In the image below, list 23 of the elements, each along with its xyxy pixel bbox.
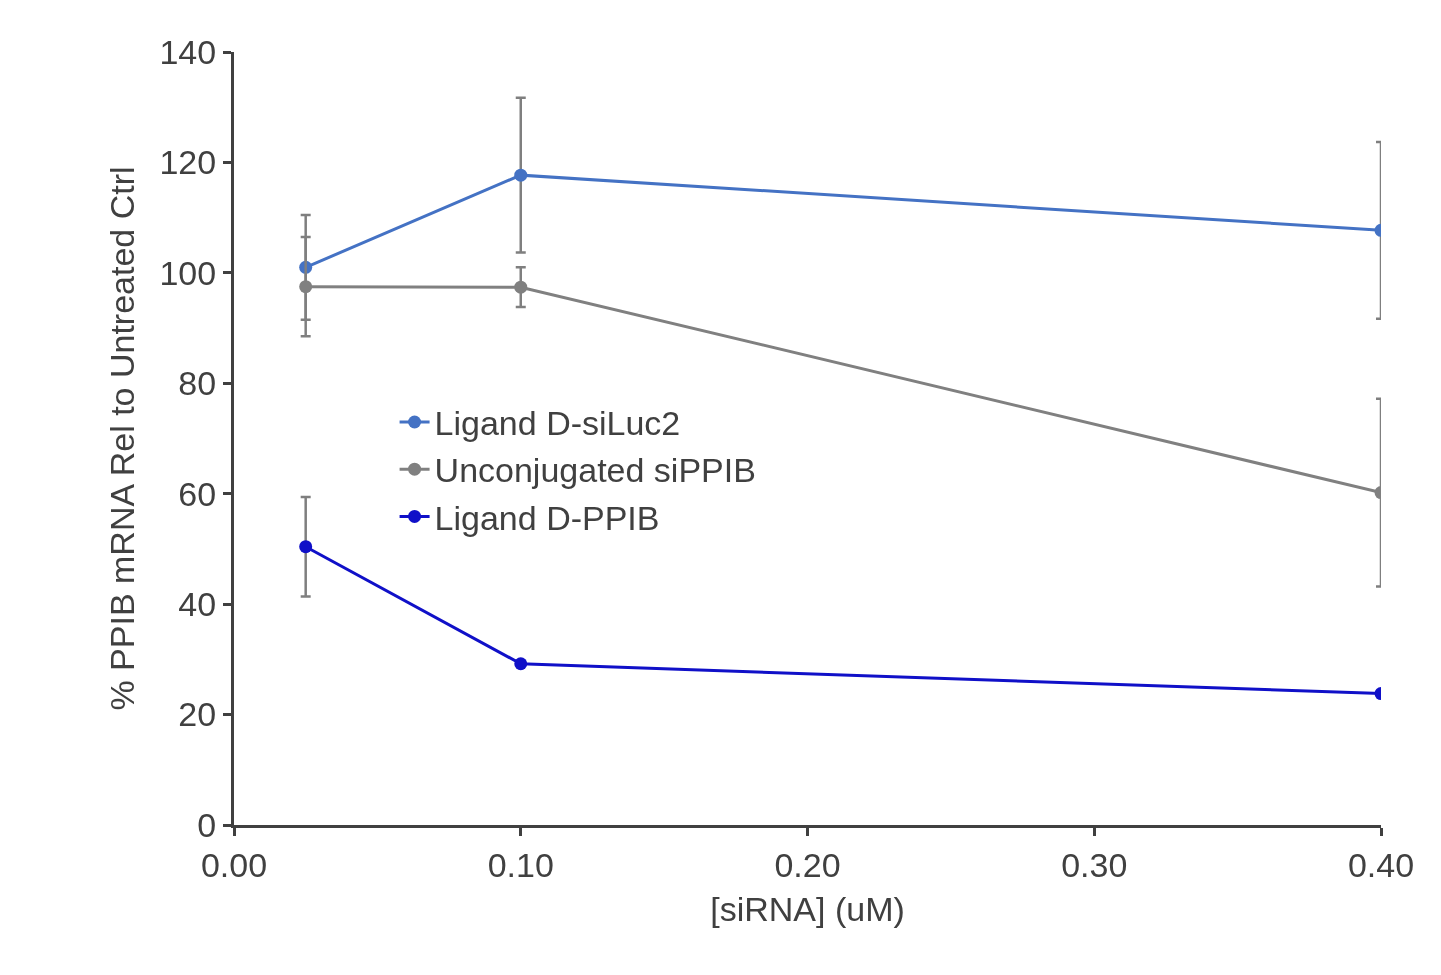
- x-tick-label: 0.00: [200, 845, 268, 884]
- point: [514, 168, 528, 182]
- legend-label: Ligand D-PPIB: [434, 498, 660, 537]
- y-tick-label: 40: [178, 585, 217, 624]
- y-tick-label: 0: [197, 805, 217, 844]
- y-tick-label: 80: [178, 364, 217, 403]
- point: [514, 280, 528, 294]
- point: [299, 540, 313, 554]
- x-tick-label: 0.20: [774, 845, 841, 884]
- y-tick-label: 20: [178, 695, 217, 734]
- point: [514, 657, 528, 671]
- y-axis-title: % PPIB mRNA Rel to Untreated Ctrl: [103, 166, 142, 711]
- x-tick-label: 0.30: [1061, 845, 1128, 884]
- y-tick-label: 140: [159, 32, 217, 71]
- point: [299, 280, 313, 294]
- legend-label: Unconjugated siPPIB: [434, 451, 756, 490]
- x-tick-label: 0.10: [487, 845, 554, 884]
- x-tick-label: 0.40: [1347, 845, 1415, 884]
- y-tick-label: 60: [178, 474, 217, 513]
- y-tick-label: 100: [159, 253, 217, 292]
- legend-label: Ligand D-siLuc2: [434, 404, 681, 443]
- y-tick-label: 120: [159, 143, 217, 182]
- x-axis-title: [siRNA] (uM): [710, 890, 905, 929]
